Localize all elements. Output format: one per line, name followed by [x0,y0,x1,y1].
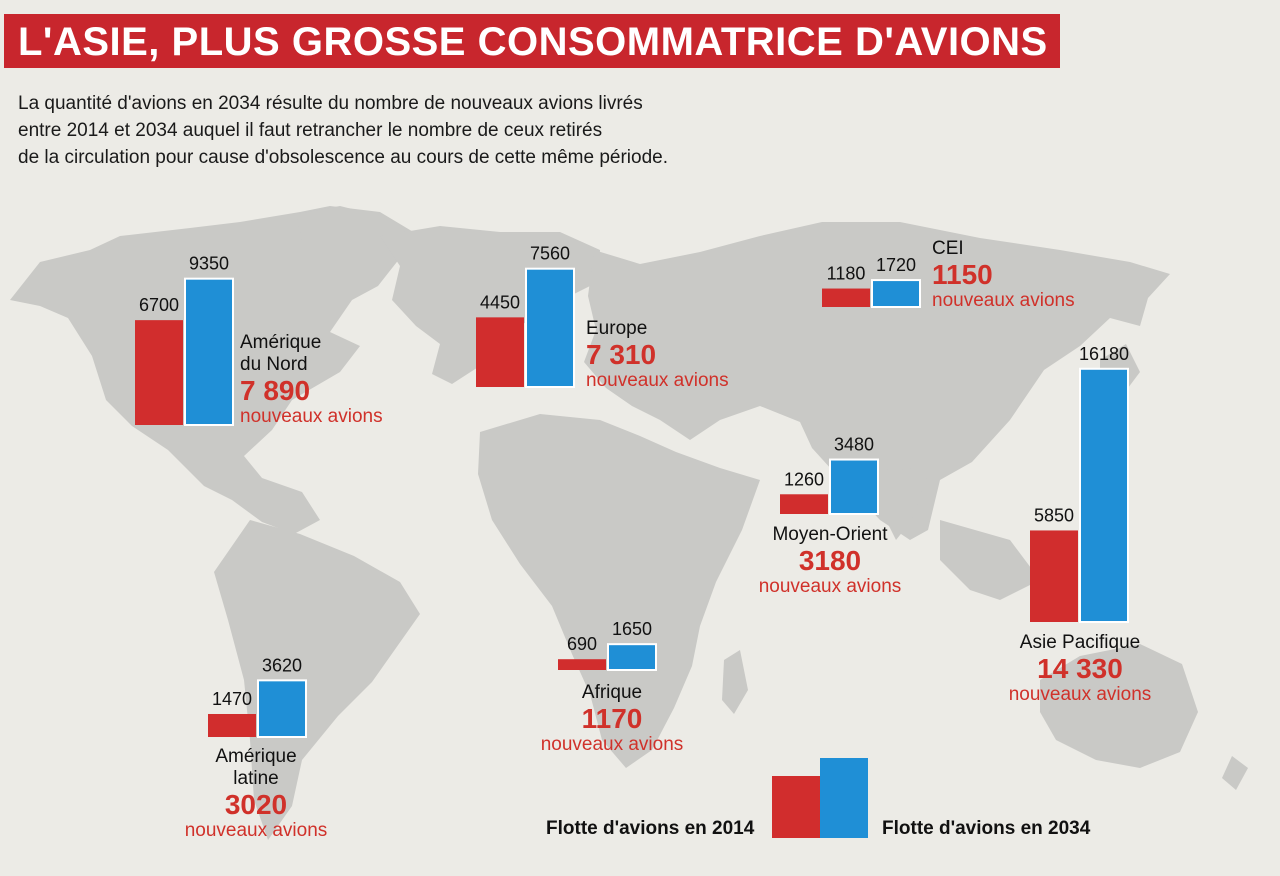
intro-line: La quantité d'avions en 2034 résulte du … [18,93,643,114]
value-label-2034: 1720 [876,255,916,275]
intro-paragraph: La quantité d'avions en 2034 résulte du … [18,90,778,171]
page-title: L'ASIE, PLUS GROSSE CONSOMMATRICE D'AVIO… [18,20,1048,64]
new-aircraft-label: nouveaux avions [1009,684,1152,705]
bar-2014 [780,494,828,514]
legend-swatch-2014 [772,776,820,838]
region-name: Europe [586,318,647,339]
new-aircraft-count: 3020 [225,789,287,820]
bar-2014 [558,659,606,670]
new-aircraft-label: nouveaux avions [759,576,902,597]
new-aircraft-count: 7 890 [240,375,310,406]
bar-2034 [257,679,307,738]
title-bar: L'ASIE, PLUS GROSSE CONSOMMATRICE D'AVIO… [4,14,1060,68]
value-label-2034: 3480 [834,435,874,455]
new-aircraft-count: 1170 [582,703,643,734]
map-south-america [214,520,420,840]
intro-line: entre 2014 et 2034 auquel il faut retran… [18,120,603,141]
intro-line: de la circulation pour cause d'obsolesce… [18,147,669,168]
value-label-2014: 4450 [480,292,520,312]
bar-2034 [829,458,879,515]
new-aircraft-count: 7 310 [586,339,656,370]
map-new-zealand [1222,756,1248,790]
region-name: CEI [932,238,964,259]
region-name: Asie Pacifique [1020,632,1140,653]
map-india [880,468,930,540]
value-label-2014: 6700 [139,295,179,315]
legend-label-2034: Flotte d'avions en 2034 [882,818,1091,839]
region-name: Moyen-Orient [772,524,888,545]
value-label-2014: 1260 [784,469,824,489]
region-name: Amérique [215,746,296,767]
map-greenland [296,206,372,262]
new-aircraft-count: 3180 [799,545,861,576]
new-aircraft-label: nouveaux avions [185,820,328,841]
bar-2034 [525,267,575,389]
map-madagascar [722,650,748,714]
bar-2014 [476,317,524,387]
value-label-2034: 1650 [612,619,652,639]
value-label-2014: 1470 [212,689,252,709]
region-name: du Nord [240,354,308,375]
value-label-2034: 16180 [1079,344,1129,364]
value-label-2034: 9350 [189,254,229,274]
new-aircraft-label: nouveaux avions [586,370,729,391]
legend-label-2014: Flotte d'avions en 2014 [546,818,755,839]
bar-2034 [871,279,921,308]
bar-2034 [1079,367,1129,623]
new-aircraft-label: nouveaux avions [541,734,684,755]
bar-2014 [208,713,256,737]
region-name: latine [233,768,278,789]
map-asia [584,222,1170,540]
map-africa [478,414,760,768]
new-aircraft-count: 1150 [932,259,993,290]
map-australia [1040,644,1198,768]
bar-2014 [1030,530,1078,622]
new-aircraft-label: nouveaux avions [932,290,1075,311]
map-europe [380,226,600,384]
bar-2014 [135,320,183,425]
bar-2034 [184,277,234,426]
bar-2034 [607,643,657,671]
value-label-2014: 690 [567,634,597,654]
new-aircraft-label: nouveaux avions [240,406,383,427]
region-name: Afrique [582,682,642,703]
value-label-2014: 5850 [1034,505,1074,525]
value-label-2034: 3620 [262,655,302,675]
value-label-2014: 1180 [827,264,866,284]
map-se-asia [940,520,1040,600]
region-name: Amérique [240,332,321,353]
legend-swatch-2034 [820,758,868,838]
value-label-2034: 7560 [530,244,570,264]
bar-2014 [822,288,870,307]
new-aircraft-count: 14 330 [1037,653,1123,684]
